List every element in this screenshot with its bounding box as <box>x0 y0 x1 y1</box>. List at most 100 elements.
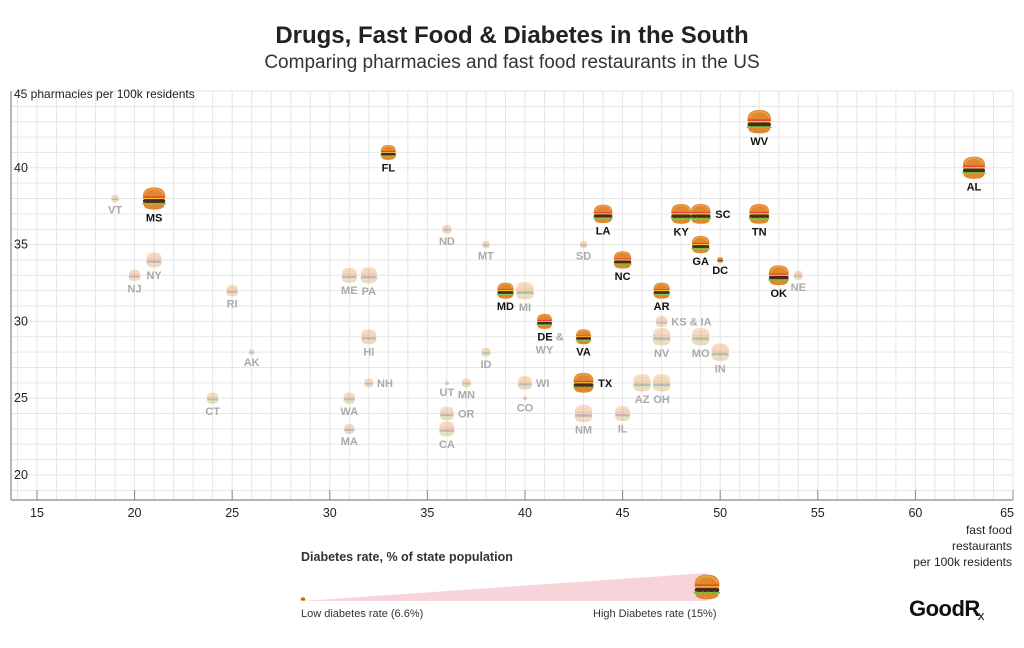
hamburger-icon <box>592 204 614 224</box>
hamburger-icon <box>206 392 219 405</box>
legend-wedge <box>303 573 707 601</box>
x-tick-label: 50 <box>713 506 727 520</box>
state-label: WI <box>536 378 549 390</box>
y-tick-label: 25 <box>14 391 28 405</box>
state-label: AR <box>654 301 670 313</box>
hamburger-icon <box>360 328 378 345</box>
state-label: SD <box>576 250 591 262</box>
data-point-nm: NM <box>573 404 594 437</box>
x-tick-label: 60 <box>908 506 922 520</box>
logo-main: GoodR <box>909 596 980 621</box>
data-point-pa: PA <box>359 266 378 298</box>
legend-small-burger-icon <box>300 596 306 602</box>
legend-large-burger-icon <box>693 573 721 601</box>
x-axis-title: fast food restaurants per 100k residents <box>913 522 1012 570</box>
data-point-ut: UT <box>440 380 455 399</box>
data-point-oh: OH <box>651 373 672 406</box>
hamburger-icon <box>689 203 712 225</box>
state-label: HI <box>363 347 374 359</box>
x-tick-label: 45 <box>616 506 630 520</box>
data-point-nd: ND <box>439 224 455 248</box>
x-tick-label: 30 <box>323 506 337 520</box>
hamburger-icon <box>655 315 668 328</box>
state-label: MO <box>692 348 710 360</box>
state-label: MI <box>519 302 531 314</box>
x-tick-label: 20 <box>128 506 142 520</box>
data-point-sd: SD <box>576 240 591 262</box>
x-tick-label: 25 <box>225 506 239 520</box>
x-axis-title-line-1: fast food <box>965 523 1012 537</box>
data-point-nj: NJ <box>128 269 142 295</box>
hamburger-icon <box>461 378 472 388</box>
x-axis-title-line-2: restaurants <box>951 539 1012 553</box>
data-point-il: IL <box>614 405 631 435</box>
state-label: MD <box>497 301 514 313</box>
data-point-dc: DC <box>712 256 728 277</box>
size-legend-graphic <box>300 573 721 602</box>
state-label: RI <box>227 299 238 311</box>
state-label: OR <box>458 409 475 421</box>
hamburger-icon <box>716 256 724 263</box>
hamburger-icon <box>444 380 450 386</box>
data-point-ri: RI <box>225 284 239 311</box>
hamburger-icon <box>614 405 631 422</box>
data-point-id: ID <box>480 347 491 371</box>
hamburger-icon <box>746 109 773 135</box>
state-label: OK <box>771 288 788 300</box>
hamburger-icon <box>517 375 533 391</box>
state-label: SC <box>715 209 730 221</box>
data-point-fl: FL <box>379 144 397 174</box>
data-point-ak: AK <box>244 349 260 369</box>
x-axis-title-line-3: per 100k residents <box>913 555 1012 569</box>
state-label: KY <box>674 226 690 238</box>
data-point-md: MD <box>496 282 515 313</box>
data-points: WV FL AL VT MS LA KY SC TN ND MT SD GA NY NC DC NJ ME PA OK… <box>108 109 987 451</box>
hamburger-icon <box>690 327 711 346</box>
state-label: IN <box>715 363 726 375</box>
hamburger-icon <box>363 378 374 388</box>
data-point-ca: CA <box>438 420 456 451</box>
state-label: UT <box>440 387 455 399</box>
hamburger-icon <box>632 373 652 393</box>
hamburger-icon <box>670 203 693 225</box>
state-label: NM <box>575 425 592 437</box>
state-label: ID <box>480 359 491 371</box>
data-point-mo: MO <box>690 327 711 360</box>
state-label: VA <box>576 347 591 359</box>
legend-low-label: Low diabetes rate (6.6%) <box>301 608 424 620</box>
hamburger-icon <box>572 372 595 394</box>
data-point-me: ME <box>340 267 358 297</box>
state-label: ND <box>439 236 455 248</box>
hamburger-icon <box>128 269 141 282</box>
hamburger-icon <box>141 186 167 211</box>
state-label: NV <box>654 348 670 360</box>
hamburger-icon <box>379 144 397 161</box>
state-label-extra: & <box>553 331 564 343</box>
hamburger-icon <box>536 313 553 330</box>
hamburger-icon <box>651 373 672 393</box>
data-point-ma: MA <box>341 423 358 448</box>
data-point-wv: WV <box>746 109 773 148</box>
hamburger-icon <box>359 266 378 284</box>
hamburger-icon <box>793 270 804 280</box>
data-point-mi: MI <box>515 281 535 314</box>
hamburger-icon <box>441 224 452 234</box>
state-label: CO <box>517 402 534 414</box>
data-point-in: IN <box>710 342 730 375</box>
hamburger-icon <box>481 240 490 249</box>
state-label: DE & <box>537 331 563 343</box>
x-tick-label: 40 <box>518 506 532 520</box>
data-point-la: LA <box>592 204 614 238</box>
state-label: WA <box>340 406 358 418</box>
hamburger-icon <box>690 235 711 254</box>
data-point-or: OR <box>439 406 475 421</box>
hamburger-icon <box>110 194 120 203</box>
hamburger-icon <box>961 156 987 180</box>
state-label: NC <box>615 271 631 283</box>
data-point-vt: VT <box>108 194 122 217</box>
data-point-wa: WA <box>340 392 358 418</box>
state-label: NY <box>146 270 162 282</box>
state-label: PA <box>362 286 377 298</box>
data-point-ne: NE <box>791 270 806 294</box>
